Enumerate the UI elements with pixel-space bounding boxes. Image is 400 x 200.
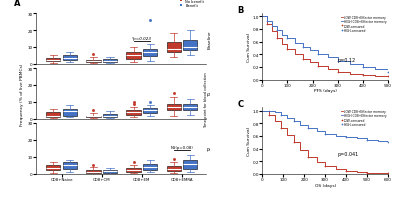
Legend: LOW CD8+Effector memory, HIGH CD8+Effector memory, LOW-censored, HIGH-censored: LOW CD8+Effector memory, HIGH CD8+Effect… xyxy=(341,109,386,127)
PathPatch shape xyxy=(143,108,157,113)
X-axis label: PFS (days): PFS (days) xyxy=(314,89,336,93)
PathPatch shape xyxy=(183,160,198,169)
PathPatch shape xyxy=(46,59,60,62)
PathPatch shape xyxy=(103,170,117,173)
PathPatch shape xyxy=(86,116,100,118)
PathPatch shape xyxy=(86,60,100,63)
PathPatch shape xyxy=(46,166,60,171)
Legend: No benefit, Benefit: No benefit, Benefit xyxy=(180,0,204,8)
PathPatch shape xyxy=(103,60,117,63)
PathPatch shape xyxy=(166,166,181,171)
Text: B: B xyxy=(237,6,244,15)
Text: C: C xyxy=(237,100,243,109)
Text: *p=0.023: *p=0.023 xyxy=(132,37,152,41)
PathPatch shape xyxy=(143,49,157,57)
Text: Time-point for blood collection: Time-point for blood collection xyxy=(204,72,208,128)
PathPatch shape xyxy=(86,171,100,173)
Text: Baseline: Baseline xyxy=(208,30,212,49)
Text: T1: T1 xyxy=(208,91,212,97)
PathPatch shape xyxy=(183,105,198,111)
Text: NS(p=0.08): NS(p=0.08) xyxy=(170,146,194,150)
PathPatch shape xyxy=(126,53,141,60)
Text: p=0.041: p=0.041 xyxy=(338,152,359,156)
PathPatch shape xyxy=(183,41,198,51)
Y-axis label: Cum Survival: Cum Survival xyxy=(247,33,251,61)
PathPatch shape xyxy=(126,110,141,115)
PathPatch shape xyxy=(166,43,181,53)
Text: T2: T2 xyxy=(208,146,212,151)
PathPatch shape xyxy=(63,55,77,60)
X-axis label: OS (days): OS (days) xyxy=(314,183,336,187)
PathPatch shape xyxy=(166,104,181,111)
PathPatch shape xyxy=(126,168,141,172)
PathPatch shape xyxy=(103,114,117,118)
PathPatch shape xyxy=(143,164,157,171)
PathPatch shape xyxy=(63,109,77,116)
PathPatch shape xyxy=(46,113,60,118)
Text: p=0.12: p=0.12 xyxy=(338,58,356,63)
Y-axis label: Frequency (% of live PBMCs): Frequency (% of live PBMCs) xyxy=(20,63,24,125)
PathPatch shape xyxy=(63,162,77,169)
Y-axis label: Cum Survival: Cum Survival xyxy=(247,127,251,155)
Legend: LOW CD8+Effector memory, HIGH CD8+Effector memory, LOW-censored, HIGH-censored: LOW CD8+Effector memory, HIGH CD8+Effect… xyxy=(341,16,386,33)
Text: A: A xyxy=(14,0,20,8)
